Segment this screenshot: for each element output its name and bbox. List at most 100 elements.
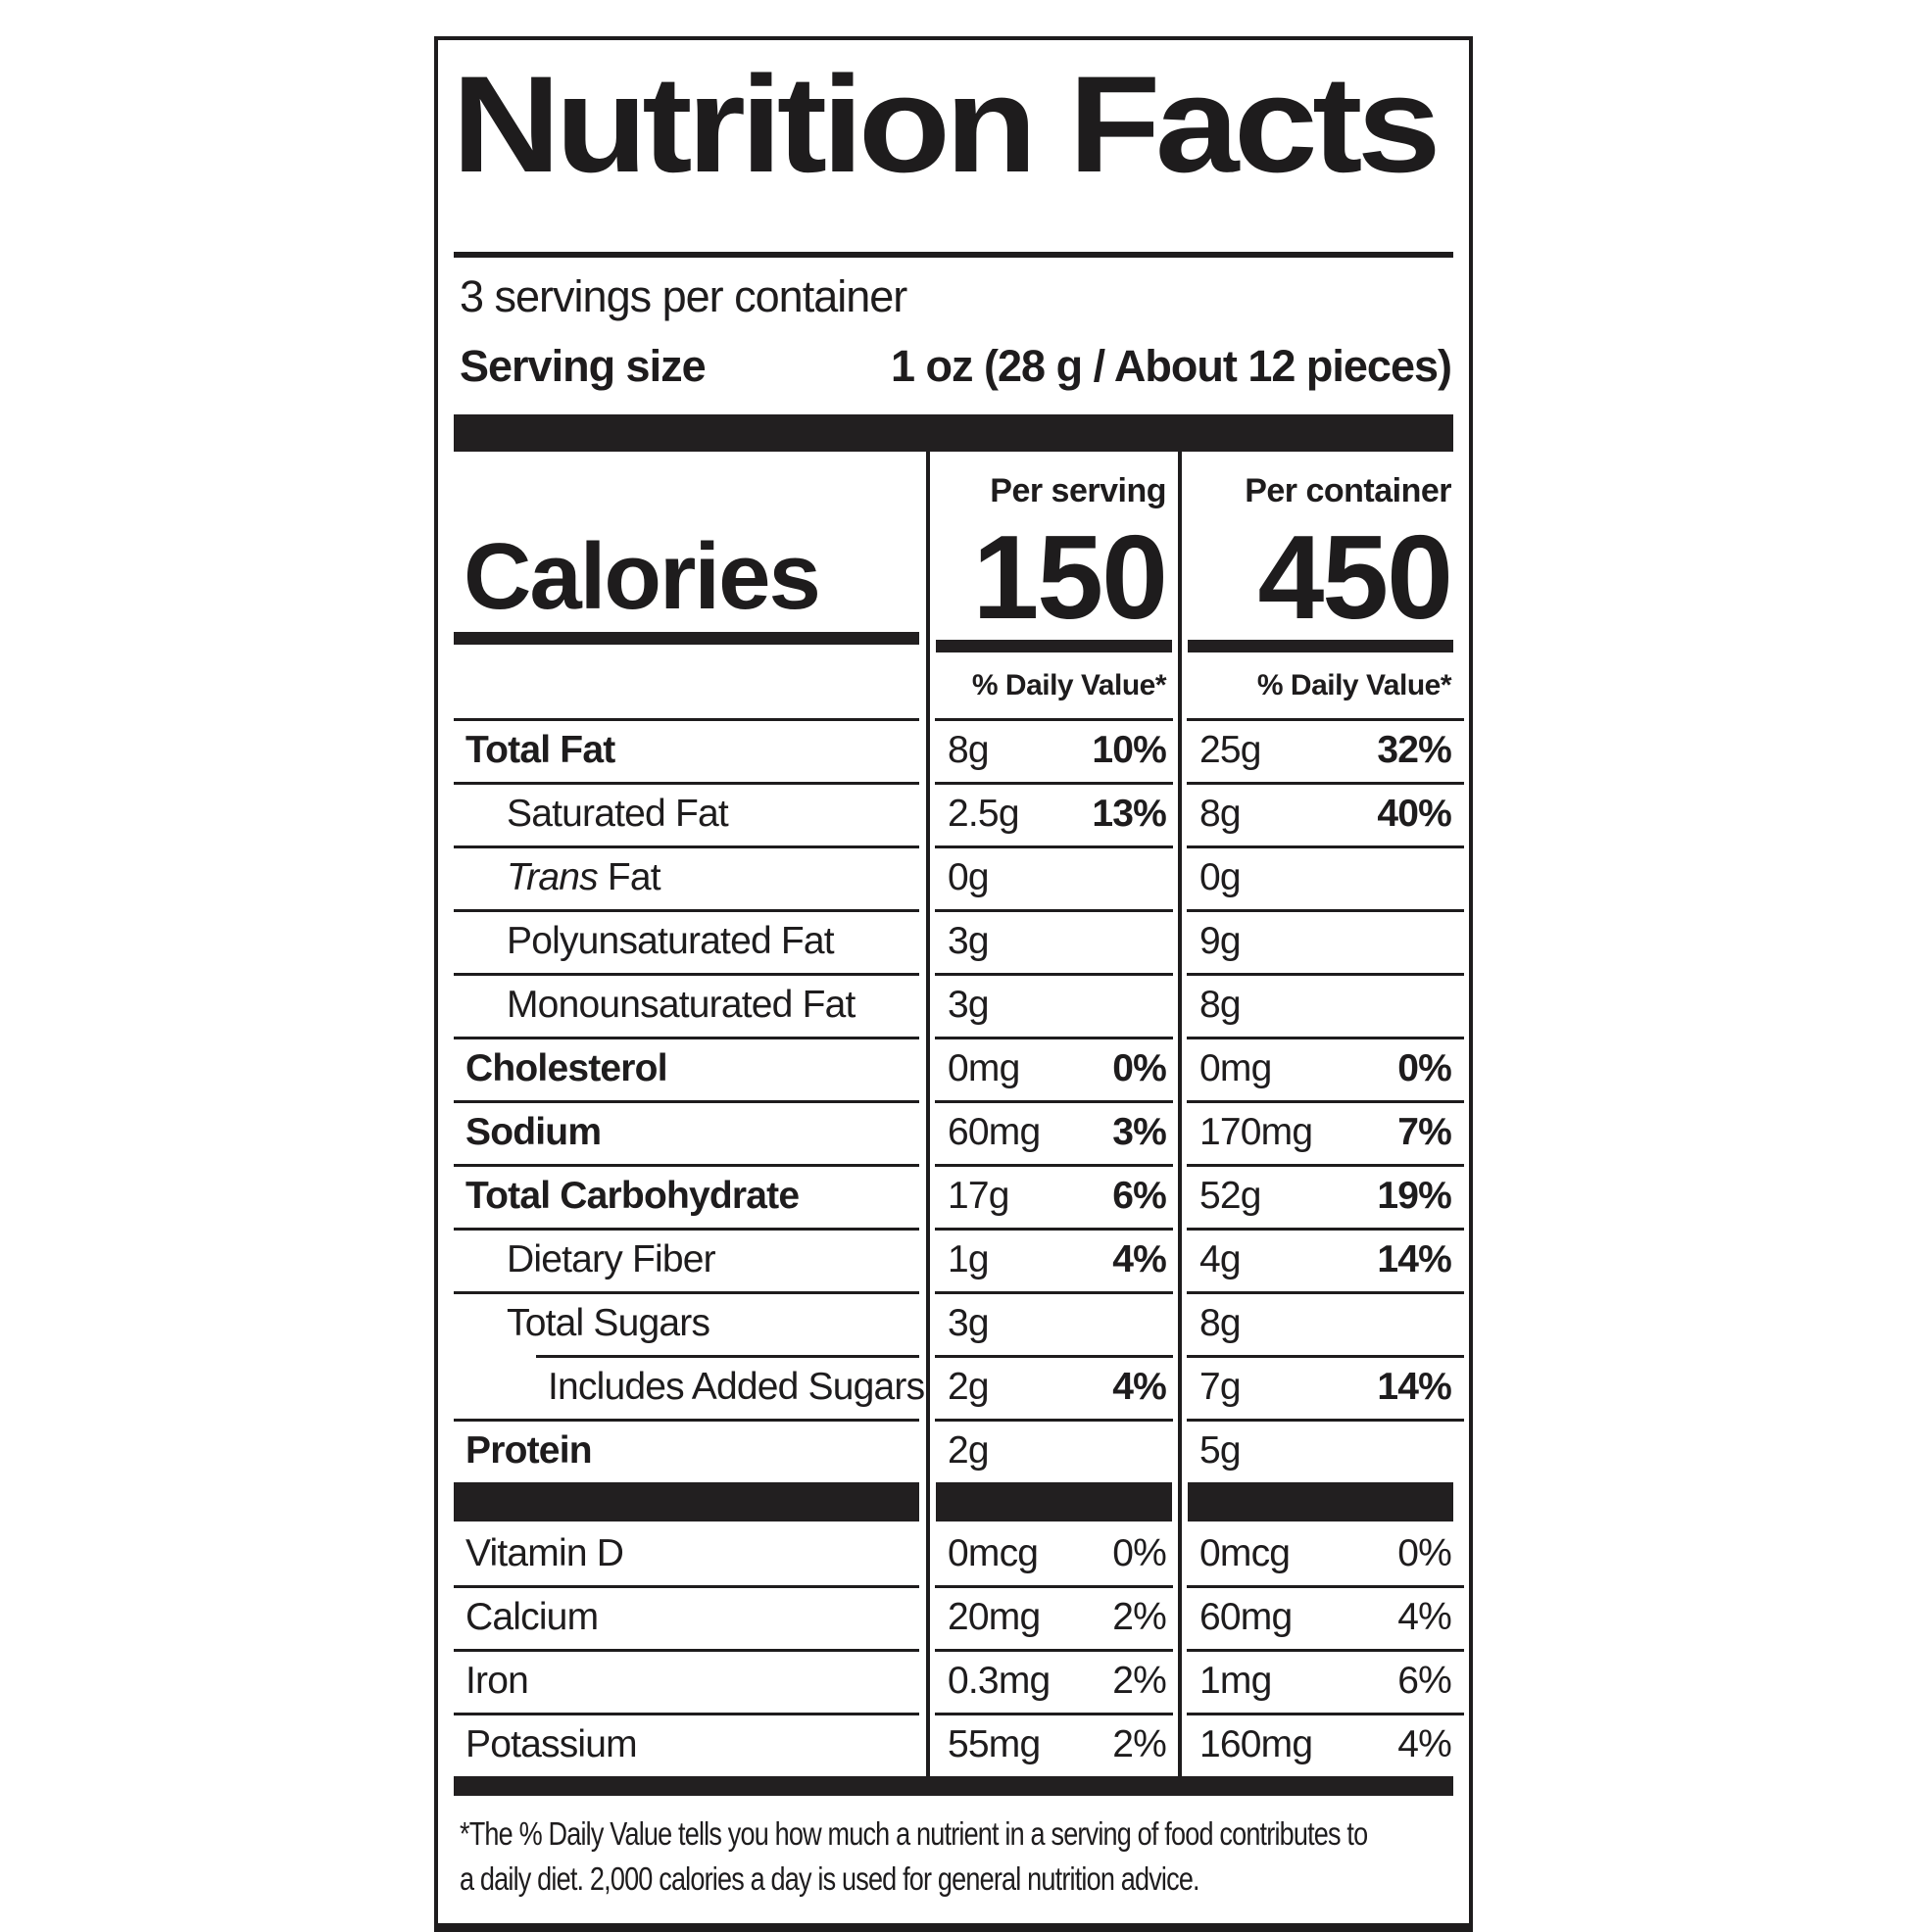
footnote-line-2: a daily diet. 2,000 calories a day is us… (460, 1860, 1200, 1897)
per-serving-amount: 0mg (948, 1046, 1020, 1089)
per-serving-cell: 2g (926, 1419, 1178, 1482)
per-serving-dv: 2% (1112, 1722, 1167, 1765)
nutrient-name: Iron (465, 1659, 529, 1702)
nutrient-name-cell: Protein (438, 1419, 926, 1482)
nutrient-name-cell: Total Fat (438, 718, 926, 782)
calories-name-cell: Calories (438, 452, 926, 718)
section-bar-bottom (454, 1776, 1453, 1796)
per-serving-amount: 8g (948, 728, 990, 771)
per-container-cell: 4g 14% (1178, 1228, 1469, 1291)
section-bar-mid-ps-cell (926, 1482, 1178, 1521)
row-total-carbohydrate: Total Carbohydrate 17g 6% 52g 19% (438, 1164, 1469, 1228)
per-serving-dv: 2% (1112, 1595, 1167, 1638)
per-container-dv: 0% (1397, 1046, 1452, 1089)
per-container-cell: 0mg 0% (1178, 1037, 1469, 1100)
per-container-amount: 9g (1199, 919, 1242, 962)
section-bar-mid (438, 1482, 1469, 1521)
per-container-cell: 160mg 4% (1178, 1713, 1469, 1776)
per-serving-amount: 2.5g (948, 792, 1020, 835)
per-container-cell: 25g 32% (1178, 718, 1469, 782)
nutrient-name: Cholesterol (465, 1046, 668, 1089)
nutrient-name: Potassium (465, 1722, 638, 1765)
per-container-amount: 8g (1199, 983, 1242, 1026)
per-container-amount: 7g (1199, 1365, 1242, 1408)
per-serving-amount: 2g (948, 1428, 990, 1472)
nutrient-name-cell: Iron (438, 1649, 926, 1713)
section-bar-top (454, 414, 1453, 452)
serving-size-label: Serving size (460, 341, 707, 391)
row-dietary-fiber: Dietary Fiber 1g 4% 4g 14% (438, 1228, 1469, 1291)
nutrient-name: Total Sugars (507, 1301, 710, 1344)
row-calcium: Calcium 20mg 2% 60mg 4% (438, 1585, 1469, 1649)
per-container-amount: 60mg (1199, 1595, 1293, 1638)
calories-section: Calories Per serving 150 % Daily Value* … (438, 452, 1469, 718)
per-serving-cell: 3g (926, 973, 1178, 1037)
per-serving-cell: 0mg 0% (926, 1037, 1178, 1100)
per-container-cell: 0mcg 0% (1178, 1521, 1469, 1585)
nutrient-name: Saturated Fat (507, 792, 729, 835)
nutrient-name-cell: Trans Fat (438, 845, 926, 909)
daily-value-header-per-container: % Daily Value* (1256, 668, 1452, 701)
per-serving-cell: 0.3mg 2% (926, 1649, 1178, 1713)
section-bar-mid-left-cell (438, 1482, 926, 1521)
row-protein: Protein 2g 5g (438, 1419, 1469, 1482)
nutrient-name-cell: Total Sugars (438, 1291, 926, 1355)
per-serving-amount: 0mcg (948, 1531, 1039, 1574)
per-serving-cell: 0g (926, 845, 1178, 909)
per-container-cell: 8g 40% (1178, 782, 1469, 845)
nutrient-name-cell: Vitamin D (438, 1521, 926, 1585)
calories-underbar-left (454, 632, 919, 645)
per-serving-cell: 2.5g 13% (926, 782, 1178, 845)
per-container-dv: 19% (1377, 1174, 1451, 1217)
nutrient-name-cell: Monounsaturated Fat (438, 973, 926, 1037)
nutrient-name-cell: Includes Added Sugars (438, 1355, 926, 1419)
per-serving-cell: 8g 10% (926, 718, 1178, 782)
per-serving-header: Per serving (990, 472, 1166, 509)
per-container-amount: 25g (1199, 728, 1261, 771)
per-serving-cell: 3g (926, 909, 1178, 973)
nutrient-name: Vitamin D (465, 1531, 624, 1574)
per-serving-dv: 3% (1112, 1110, 1167, 1153)
per-serving-dv: 2% (1112, 1659, 1167, 1702)
section-bar-mid-per-serving (936, 1482, 1172, 1521)
per-serving-amount: 17g (948, 1174, 1009, 1217)
row-trans-fat: Trans Fat 0g 0g (438, 845, 1469, 909)
per-container-amount: 5g (1199, 1428, 1242, 1472)
per-container-header: Per container (1245, 472, 1451, 509)
per-container-dv: 4% (1397, 1595, 1452, 1638)
nutrient-name-cell: Calcium (438, 1585, 926, 1649)
per-container-dv: 14% (1377, 1365, 1451, 1408)
per-container-cell: 7g 14% (1178, 1355, 1469, 1419)
serving-size-row: Serving size 1 oz (28 g / About 12 piece… (460, 340, 1452, 393)
per-serving-amount: 3g (948, 1301, 990, 1344)
per-serving-dv: 4% (1112, 1237, 1167, 1280)
serving-size-value: 1 oz (28 g / About 12 pieces) (891, 341, 1452, 391)
per-container-amount: 160mg (1199, 1722, 1313, 1765)
per-container-amount: 8g (1199, 1301, 1242, 1344)
section-bar-mid-per-container (1188, 1482, 1453, 1521)
per-container-dv: 14% (1377, 1237, 1451, 1280)
calories-per-container-value: 450 (1257, 510, 1453, 644)
daily-value-header-per-serving: % Daily Value* (971, 668, 1167, 701)
calories-per-serving-value: 150 (972, 510, 1168, 644)
vitamin-rows: Vitamin D 0mcg 0% 0mcg 0% Calcium 20mg 2… (438, 1521, 1469, 1776)
per-container-cell: 8g (1178, 1291, 1469, 1355)
per-container-dv: 32% (1377, 728, 1451, 771)
label-title: Nutrition Facts (438, 40, 1469, 236)
per-serving-amount: 2g (948, 1365, 990, 1408)
nutrient-name: Includes Added Sugars (548, 1365, 925, 1408)
nutrient-name: Sodium (465, 1110, 602, 1153)
per-serving-dv: 10% (1092, 728, 1166, 771)
nutrient-name: Total Carbohydrate (465, 1174, 800, 1217)
per-container-amount: 4g (1199, 1237, 1242, 1280)
servings-per-container: 3 servings per container (460, 271, 907, 321)
per-container-dv: 0% (1397, 1531, 1452, 1574)
nutrient-name-cell: Cholesterol (438, 1037, 926, 1100)
row-cholesterol: Cholesterol 0mg 0% 0mg 0% (438, 1037, 1469, 1100)
per-container-dv: 7% (1397, 1110, 1452, 1153)
row-potassium: Potassium 55mg 2% 160mg 4% (438, 1713, 1469, 1776)
per-container-cell: 1mg 6% (1178, 1649, 1469, 1713)
nutrient-name: Polyunsaturated Fat (507, 919, 835, 962)
nutrient-name-cell: Saturated Fat (438, 782, 926, 845)
